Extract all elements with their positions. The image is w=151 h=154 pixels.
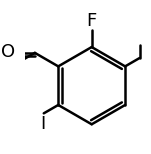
Text: F: F [87, 12, 97, 30]
Text: O: O [1, 43, 15, 61]
Text: I: I [40, 115, 46, 133]
